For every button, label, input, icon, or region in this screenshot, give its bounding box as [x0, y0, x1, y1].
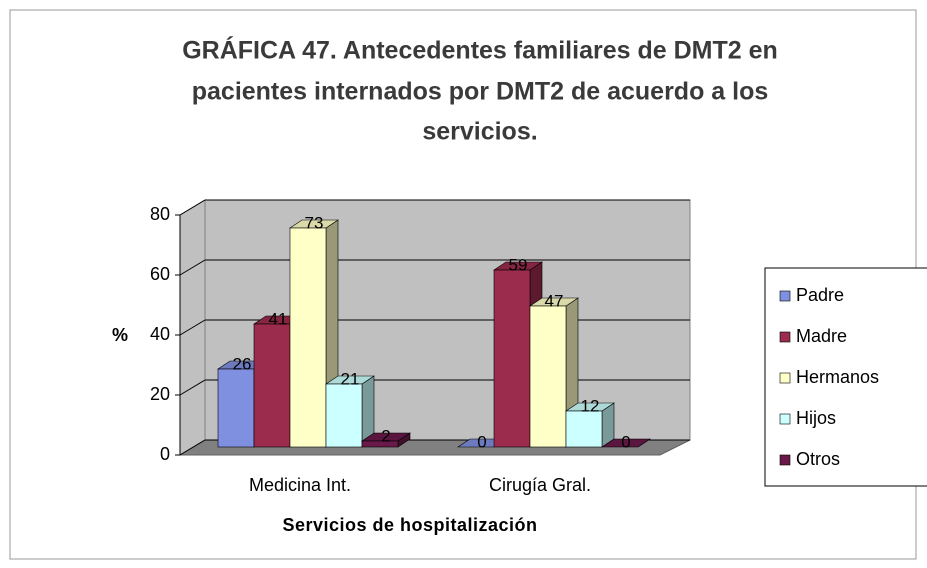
grid-line [179, 199, 206, 216]
x-tick-label: Cirugía Gral. [489, 475, 591, 495]
bar [289, 227, 327, 448]
legend-label: Hermanos [796, 367, 879, 387]
chart-title: pacientes internados por DMT2 de acuerdo… [192, 78, 769, 106]
y-tick-label: 80 [150, 204, 170, 224]
legend-label: Otros [796, 449, 840, 469]
legend-label: Hijos [796, 408, 836, 428]
data-label: 0 [621, 432, 630, 451]
grid-line [179, 439, 206, 456]
data-label: 26 [233, 354, 252, 373]
bar [253, 323, 291, 448]
data-label: 12 [581, 396, 600, 415]
data-label: 47 [545, 291, 564, 310]
bar [325, 383, 363, 448]
x-tick-label: Medicina Int. [249, 475, 351, 495]
y-tick-label: 60 [150, 264, 170, 284]
y-axis-title: % [112, 325, 128, 345]
legend-swatch [779, 290, 791, 302]
bar [529, 305, 567, 448]
bar [217, 368, 255, 448]
data-label: 2 [381, 426, 390, 445]
y-tick-label: 0 [160, 444, 170, 464]
legend-swatch [779, 331, 791, 343]
chart-title: servicios. [422, 118, 537, 146]
data-label: 73 [305, 213, 324, 232]
data-label: 21 [341, 369, 360, 388]
legend-swatch [779, 413, 791, 425]
grid-line [179, 319, 206, 336]
chart-title: GRÁFICA 47. Antecedentes familiares de D… [182, 36, 778, 65]
grid-line [179, 379, 206, 396]
data-label: 41 [269, 309, 288, 328]
legend-label: Padre [796, 285, 844, 305]
legend-box [764, 267, 927, 487]
bar [493, 269, 531, 448]
bar [565, 410, 603, 448]
data-label: 59 [509, 255, 528, 274]
bar [361, 440, 399, 448]
grid-line [179, 259, 206, 276]
data-label: 0 [477, 432, 486, 451]
y-tick-label: 40 [150, 324, 170, 344]
bar-top [601, 438, 651, 448]
y-tick-label: 20 [150, 384, 170, 404]
legend-swatch [779, 372, 791, 384]
legend-label: Madre [796, 326, 847, 346]
legend-swatch [779, 454, 791, 466]
x-axis-title: Servicios de hospitalización [282, 515, 537, 535]
